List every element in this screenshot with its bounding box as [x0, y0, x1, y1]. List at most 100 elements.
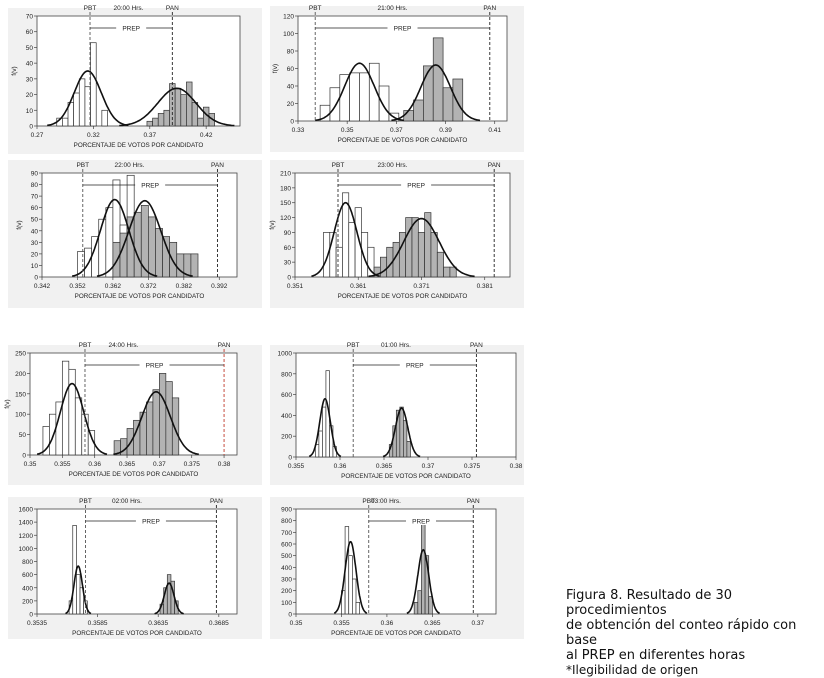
normal-curve	[113, 390, 199, 456]
histogram-bar-gray	[112, 241, 121, 278]
histogram-bar-gray	[406, 441, 411, 458]
normal-curve	[96, 199, 193, 277]
prep-label-bg	[406, 516, 436, 525]
chart-panel-4: 0 30 60 90 120 150 180 210 0.351 0.361 0.371 0.381 P…	[269, 160, 524, 308]
y-tick-label: 1600	[19, 507, 34, 514]
histogram-bar-gray	[176, 253, 185, 278]
histogram-bar-gray	[403, 420, 408, 458]
x-tick-label: 0.37	[422, 463, 435, 470]
x-tick-label: 0.33	[292, 127, 305, 134]
y-axis-label: f(v)	[4, 399, 11, 408]
histogram-bar-gray	[432, 37, 444, 122]
chart-title: 21:00 Hrs.	[378, 5, 408, 12]
x-tick-label: 0.375	[184, 461, 201, 468]
histogram-bar-gray	[197, 117, 204, 127]
histogram-bar-gray	[163, 109, 170, 127]
x-axis-label: PORCENTAJE DE VOTOS POR CANDIDATO	[74, 142, 204, 149]
histogram-bar-gray	[152, 389, 160, 456]
y-tick-label: 180	[280, 185, 291, 192]
y-tick-label: 60	[31, 205, 39, 212]
x-axis-label: PORCENTAJE DE VOTOS POR CANDIDATO	[338, 293, 468, 300]
normal-curve	[154, 582, 184, 615]
x-tick-label: 0.35	[24, 461, 37, 468]
histogram-bar-white	[339, 74, 350, 122]
x-tick-label: 0.342	[34, 283, 51, 290]
histogram-bar-white	[352, 578, 357, 615]
y-tick-label: 150	[15, 391, 26, 398]
histogram-bar-white	[348, 222, 356, 278]
y-tick-label: 150	[280, 200, 291, 207]
prep-label-bg	[116, 23, 147, 32]
histogram-bar-white	[98, 218, 107, 278]
histogram-bar-white	[348, 555, 353, 615]
reference-label-pan: PAN	[467, 498, 480, 505]
histogram-bar-gray	[169, 241, 178, 278]
chart-title: 23:00 Hrs.	[378, 162, 408, 169]
histogram-bar-white	[378, 85, 390, 122]
y-tick-label: 0	[290, 119, 294, 126]
y-tick-label: 0	[288, 455, 292, 462]
y-tick-label: 120	[283, 14, 294, 21]
y-axis-label: f(v)	[269, 220, 276, 229]
x-tick-label: 0.3535	[27, 620, 47, 627]
chart-panel-2: 0 20 40 60 80 100 120 0.33 0.35 0.37 0.39 0.41 PBT PA…	[270, 5, 524, 152]
x-axis-label: PORCENTAJE DE VOTOS POR CANDIDATO	[72, 630, 202, 637]
reference-label-pbt: PBT	[79, 342, 92, 349]
y-tick-label: 200	[22, 598, 33, 605]
x-tick-label: 0.3585	[88, 620, 108, 627]
histogram-bar-white	[367, 246, 375, 278]
chart-title: 01:00 Hrs.	[381, 342, 411, 349]
x-tick-label: 0.36	[381, 620, 394, 627]
figure-caption: Figura 8. Resultado de 30 procedimientos…	[566, 588, 824, 678]
normal-curve	[36, 382, 108, 455]
chart-title: 24:00 Hrs.	[109, 342, 139, 349]
normal-curve	[65, 565, 92, 615]
x-tick-label: 0.38	[510, 463, 523, 470]
plot-area	[295, 508, 497, 615]
reference-label-pbt: PBT	[309, 5, 322, 12]
y-tick-label: 1200	[19, 533, 34, 540]
normal-curve	[391, 64, 481, 122]
histogram-bar-white	[335, 246, 343, 278]
x-axis-label: PORCENTAJE DE VOTOS POR CANDIDATO	[331, 630, 461, 637]
histogram-bar-gray	[452, 78, 464, 122]
normal-curve	[119, 87, 235, 127]
y-tick-label: 10	[31, 263, 39, 270]
y-tick-label: 200	[281, 588, 292, 595]
chart-title: 02:00 Hrs.	[112, 498, 142, 505]
histogram-bar-gray	[403, 110, 414, 122]
normal-curve	[47, 70, 129, 127]
x-tick-label: 0.375	[464, 463, 481, 470]
x-tick-label: 0.362	[105, 283, 122, 290]
histogram-bar-white	[62, 117, 69, 127]
histogram-bar-white	[68, 368, 76, 456]
y-tick-label: 50	[26, 45, 34, 52]
prep-label-bg	[399, 360, 430, 369]
y-tick-label: 1000	[278, 351, 293, 358]
y-tick-label: 120	[280, 215, 291, 222]
y-tick-label: 40	[31, 228, 39, 235]
caption-line-2: de obtención del conteo rápido con base	[566, 618, 797, 648]
reference-label-pbt: PBT	[84, 5, 97, 12]
x-tick-label: 0.32	[87, 132, 100, 139]
chart-panel-1: 0 10 20 30 40 50 60 70 0.27 0.32 0.37 0.42 PBT PAN PRE…	[8, 5, 262, 154]
y-tick-label: 250	[15, 351, 26, 358]
y-tick-label: 100	[281, 600, 292, 607]
x-tick-label: 0.355	[333, 620, 350, 627]
histogram-bar-gray	[430, 232, 438, 278]
x-tick-label: 0.41	[488, 127, 501, 134]
histogram-bar-white	[322, 406, 327, 458]
histogram-bar-white	[349, 72, 360, 122]
x-axis-label: PORCENTAJE DE VOTOS POR CANDIDATO	[341, 473, 471, 480]
x-tick-label: 0.37	[143, 132, 156, 139]
histogram-bar-gray	[411, 217, 419, 278]
histogram-bar-gray	[155, 228, 163, 278]
y-tick-label: 40	[287, 84, 295, 91]
histogram-bar-white	[76, 574, 81, 615]
normal-curve	[368, 217, 475, 278]
x-tick-label: 0.355	[54, 461, 71, 468]
y-tick-label: 600	[22, 572, 33, 579]
histogram-bar-gray	[413, 601, 419, 615]
y-tick-label: 0	[29, 124, 33, 131]
reference-label-pbt: PBT	[347, 342, 360, 349]
